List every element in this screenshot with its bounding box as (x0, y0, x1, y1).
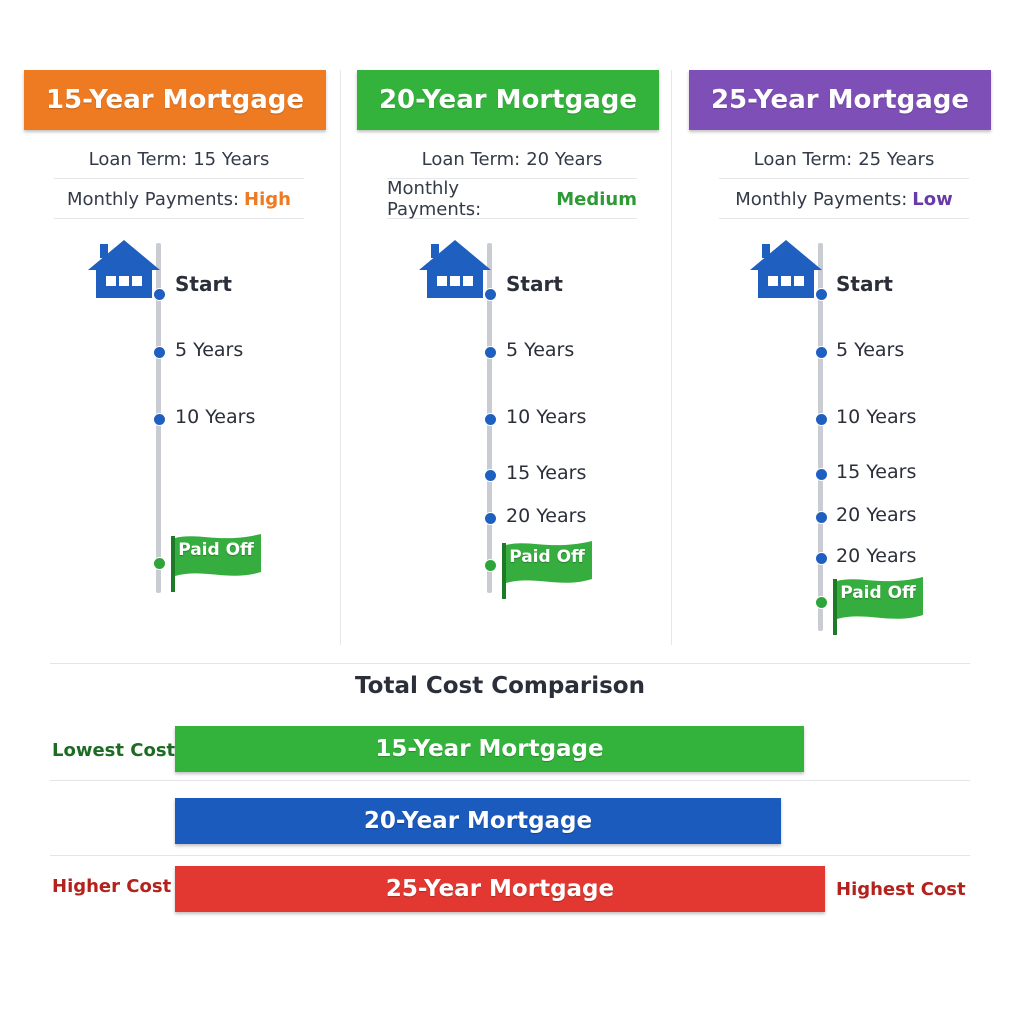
timeline-node (815, 288, 828, 301)
section-divider (50, 663, 970, 664)
paid-off-flag: Paid Off (169, 532, 265, 594)
timeline-node (484, 512, 497, 525)
row-divider (50, 855, 970, 856)
timeline-label: 20 Years (836, 545, 917, 567)
cost-bar-25-year: 25-Year Mortgage (175, 866, 825, 912)
timeline-label: 20 Years (836, 504, 917, 526)
timeline-node (484, 413, 497, 426)
monthly-payments-value: High (244, 188, 291, 210)
timeline-node (484, 346, 497, 359)
timeline-node (153, 413, 166, 426)
timeline-node (815, 511, 828, 524)
timeline-label: 15 Years (506, 462, 587, 484)
monthly-payments-row: Monthly Payments: Low (719, 180, 969, 219)
cost-bar-15-year: 15-Year Mortgage (175, 726, 804, 772)
loan-term-row: Loan Term: 20 Years (387, 140, 637, 179)
monthly-payments-value: Low (912, 188, 953, 210)
flag-icon (502, 541, 592, 599)
timeline-label: 15 Years (836, 461, 917, 483)
loan-term-label: Loan Term: (753, 148, 853, 170)
column-divider (671, 70, 672, 645)
loan-term-label: Loan Term: (88, 148, 188, 170)
timeline-node-paid-off (153, 557, 166, 570)
timeline-label: 10 Years (506, 406, 587, 428)
timeline-node (815, 468, 828, 481)
timeline-node (153, 346, 166, 359)
plan-title-banner: 15-Year Mortgage (24, 70, 326, 130)
highest-cost-label: Highest Cost (836, 879, 966, 900)
flag-icon (833, 577, 923, 635)
plan-card-25-year: 25-Year Mortgage Loan Term: 25 Years Mon… (689, 70, 991, 640)
monthly-payments-row: Monthly Payments: High (54, 180, 304, 219)
plan-card-20-year: 20-Year Mortgage Loan Term: 20 Years Mon… (357, 70, 659, 640)
plan-title-banner: 20-Year Mortgage (357, 70, 659, 130)
house-icon (750, 240, 822, 298)
flag-icon (171, 534, 261, 592)
house-icon (88, 240, 160, 298)
timeline-node (815, 413, 828, 426)
timeline-label: 10 Years (836, 406, 917, 428)
paid-off-flag: Paid Off (500, 539, 596, 601)
timeline-node (815, 552, 828, 565)
lowest-cost-label: Lowest Cost (52, 740, 176, 761)
house-icon (419, 240, 491, 298)
timeline-label-start: Start (836, 272, 893, 296)
timeline-label: 10 Years (175, 406, 256, 428)
loan-term-value: 25 Years (858, 148, 935, 170)
timeline-node-paid-off (484, 559, 497, 572)
timeline-label: 5 Years (836, 339, 905, 361)
monthly-payments-label: Monthly Payments: (735, 188, 908, 210)
monthly-payments-row: Monthly Payments: Medium (387, 178, 637, 220)
monthly-payments-value: Medium (556, 188, 637, 210)
timeline-node (484, 288, 497, 301)
paid-off-label: Paid Off (509, 547, 585, 567)
cost-bar-20-year: 20-Year Mortgage (175, 798, 781, 844)
loan-term-label: Loan Term: (421, 148, 521, 170)
paid-off-label: Paid Off (178, 540, 254, 560)
loan-term-value: 15 Years (193, 148, 270, 170)
timeline-node (815, 346, 828, 359)
monthly-payments-label: Monthly Payments: (387, 178, 482, 220)
timeline-label-start: Start (175, 272, 232, 296)
timeline-label: 20 Years (506, 505, 587, 527)
plan-title-banner: 25-Year Mortgage (689, 70, 991, 130)
plan-card-15-year: 15-Year Mortgage Loan Term: 15 Years Mon… (24, 70, 326, 640)
paid-off-label: Paid Off (840, 583, 916, 603)
monthly-payments-label: Monthly Payments: (67, 188, 240, 210)
timeline-label: 5 Years (175, 339, 244, 361)
comparison-title: Total Cost Comparison (355, 673, 645, 699)
timeline-node-paid-off (815, 596, 828, 609)
loan-term-value: 20 Years (526, 148, 603, 170)
timeline-track (818, 243, 823, 631)
higher-cost-label: Higher Cost (52, 876, 172, 897)
column-divider (340, 70, 341, 645)
timeline-label-start: Start (506, 272, 563, 296)
timeline-label: 5 Years (506, 339, 575, 361)
row-divider (50, 780, 970, 781)
loan-term-row: Loan Term: 15 Years (54, 140, 304, 179)
paid-off-flag: Paid Off (831, 575, 927, 637)
loan-term-row: Loan Term: 25 Years (719, 140, 969, 179)
timeline-node (484, 469, 497, 482)
timeline-node (153, 288, 166, 301)
